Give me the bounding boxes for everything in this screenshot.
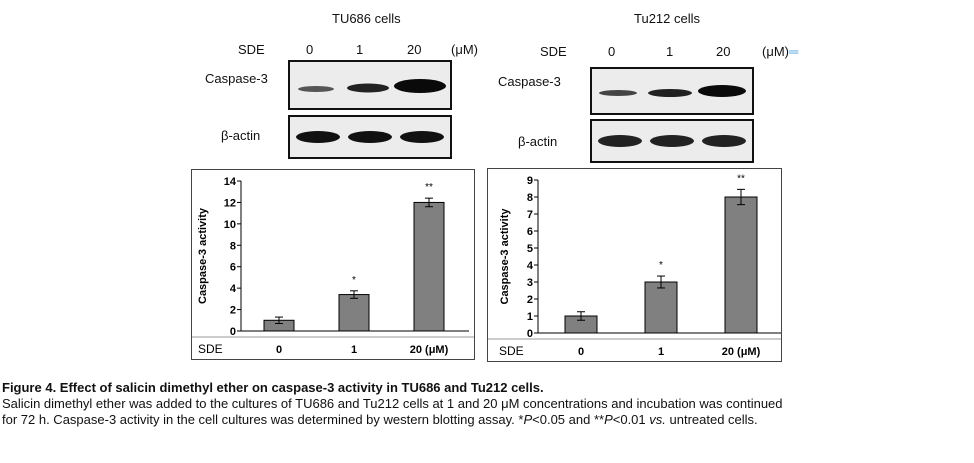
y-tick-label: 5 (527, 243, 533, 255)
band-lane-2 (650, 135, 694, 147)
y-tick-label: 0 (527, 328, 533, 340)
y-tick-label: 9 (527, 175, 533, 187)
left-unit: (μM) (451, 42, 478, 57)
y-axis-label: Caspase-3 activity (197, 207, 209, 304)
y-tick-label: 1 (527, 311, 533, 323)
left-dose-20: 20 (407, 42, 422, 57)
bar (413, 201, 445, 332)
x-axis-label: SDE (198, 342, 223, 356)
left-caspase-bands (298, 79, 446, 93)
left-sde-label: SDE (238, 42, 265, 57)
right-actin-blot (590, 119, 754, 163)
right-blot-actin-label: β-actin (518, 134, 558, 149)
figure-caption: Figure 4. Effect of salicin dimethyl eth… (2, 380, 974, 428)
y-tick-label: 7 (527, 209, 533, 221)
left-blot-caspase-label: Caspase-3 (205, 71, 268, 86)
y-tick-label: 12 (224, 197, 236, 209)
right-panel-title: Tu212 cells (634, 11, 700, 26)
y-tick-label: 2 (527, 294, 533, 306)
caption-text-c: <0.01 (612, 412, 650, 427)
band-lane-2 (648, 89, 692, 97)
caption-line-1: Salicin dimethyl ether was added to the … (2, 396, 783, 411)
band-lane-3 (400, 131, 444, 143)
right-blot-caspase-label: Caspase-3 (498, 74, 561, 89)
significance-marker: * (352, 275, 356, 286)
right-caspase-bands (599, 85, 746, 97)
right-unit: (μM)═ (762, 44, 798, 59)
band-lane-3 (698, 85, 746, 97)
y-tick-label: 8 (230, 240, 236, 252)
y-tick-label: 8 (527, 192, 533, 204)
right-actin-bands (598, 135, 746, 147)
bar (644, 281, 678, 334)
right-dose-0: 0 (608, 44, 616, 59)
left-dose-0: 0 (306, 42, 314, 57)
x-category-label: 20 (μM) (722, 346, 761, 358)
left-actin-bands (296, 131, 444, 143)
caption-text-a: for 72 h. Caspase-3 activity in the cell… (2, 412, 524, 427)
y-tick-label: 4 (230, 283, 237, 295)
y-tick-label: 6 (230, 262, 236, 274)
band-lane-1 (598, 135, 642, 147)
x-category-label: 1 (351, 344, 357, 356)
bar (724, 196, 758, 334)
x-category-label: 0 (578, 346, 584, 358)
y-axis-label: Caspase-3 activity (499, 208, 511, 305)
left-dose-1: 1 (356, 42, 364, 57)
caption-text-d: untreated cells. (665, 412, 758, 427)
right-dose-1: 1 (666, 44, 674, 59)
bar (338, 294, 370, 332)
caption-title: Figure 4. Effect of salicin dimethyl eth… (2, 380, 544, 395)
right-caspase-blot (590, 67, 754, 115)
band-lane-3 (394, 79, 446, 93)
right-chart-box: 0 1 2 3 4 5 6 7 8 9 Caspase-3 activity * ** SDE 0 1 20 (… (487, 168, 788, 362)
caption-line-2: for 72 h. Caspase-3 activity in the cell… (2, 412, 974, 428)
x-category-label: 20 (μM) (410, 344, 449, 356)
caption-p-1: P (523, 412, 533, 427)
left-panel-title: TU686 cells (332, 11, 401, 26)
caption-text-b: <0.05 and ** (532, 412, 605, 427)
y-tick-label: 10 (224, 219, 236, 231)
significance-marker: ** (425, 182, 433, 193)
right-unit-text: (μM) (762, 44, 789, 59)
caption-vs: vs. (649, 412, 666, 427)
right-dose-20: 20 (716, 44, 731, 59)
right-unit-suffix: ═ (788, 44, 799, 59)
significance-marker: * (659, 260, 663, 271)
y-tick-label: 14 (224, 176, 237, 188)
y-tick-label: 6 (527, 226, 533, 238)
y-tick-label: 3 (527, 277, 533, 289)
y-tick-label: 0 (230, 326, 236, 338)
band-lane-1 (599, 90, 637, 96)
left-chart-box: 0 2 4 6 8 10 12 14 Caspase-3 activity * ** SDE 0 1 20 … (191, 169, 492, 360)
x-axis-label: SDE (499, 344, 524, 358)
right-sde-label: SDE (540, 44, 567, 59)
significance-marker: ** (737, 173, 745, 184)
left-blot-actin-label: β-actin (221, 128, 261, 143)
left-caspase-blot (288, 60, 452, 110)
y-tick-label: 2 (230, 305, 236, 317)
band-lane-1 (296, 131, 340, 143)
x-category-label: 0 (276, 344, 282, 356)
caption-p-2: P (604, 412, 613, 427)
band-lane-2 (348, 131, 392, 143)
y-tick-label: 4 (527, 260, 534, 272)
left-actin-blot (288, 115, 452, 159)
band-lane-2 (347, 83, 389, 93)
x-category-label: 1 (658, 346, 664, 358)
band-lane-1 (298, 86, 334, 92)
band-lane-3 (702, 135, 746, 147)
